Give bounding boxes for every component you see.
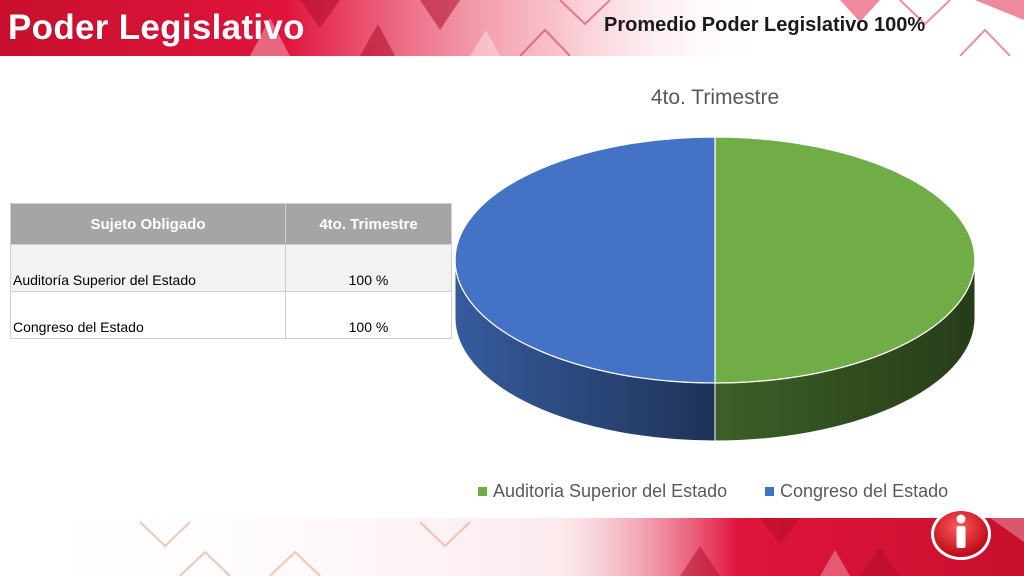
legend-label: Auditoria Superior del Estado — [493, 481, 728, 501]
pie-slice-side — [714, 259, 976, 442]
table-row: Auditoría Superior del Estado 100 % — [10, 244, 452, 292]
table-cell-name: Congreso del Estado — [10, 291, 286, 339]
column-header: Sujeto Obligado — [10, 203, 286, 245]
data-table: Sujeto Obligado 4to. Trimestre Auditoría… — [10, 203, 452, 339]
table-header-row: Sujeto Obligado 4to. Trimestre — [10, 203, 452, 245]
legend-item: Auditoria Superior del Estado — [478, 481, 727, 502]
chart-legend: Auditoria Superior del Estado Congreso d… — [0, 481, 1024, 503]
chart-title: 4to. Trimestre — [650, 86, 780, 109]
legend-swatch — [478, 487, 487, 496]
legend-swatch — [765, 487, 774, 496]
table-cell-value: 100 % — [285, 291, 452, 339]
footer-decoration — [0, 518, 1024, 576]
table-cell-value: 100 % — [285, 244, 452, 292]
table-cell-name: Auditoría Superior del Estado — [10, 244, 286, 292]
slide-title: Poder Legislativo — [8, 8, 305, 47]
pie-slice — [454, 136, 716, 384]
pie-slice — [714, 136, 976, 384]
legend-label: Congreso del Estado — [780, 481, 949, 501]
average-heading: Promedio Poder Legislativo 100% — [604, 14, 926, 36]
table-row: Congreso del Estado 100 % — [10, 291, 452, 339]
info-icon — [931, 508, 991, 560]
pie-slice-side — [454, 259, 716, 442]
legend-item: Congreso del Estado — [765, 481, 948, 502]
column-header: 4to. Trimestre — [285, 203, 452, 245]
header-decoration — [0, 0, 1024, 56]
